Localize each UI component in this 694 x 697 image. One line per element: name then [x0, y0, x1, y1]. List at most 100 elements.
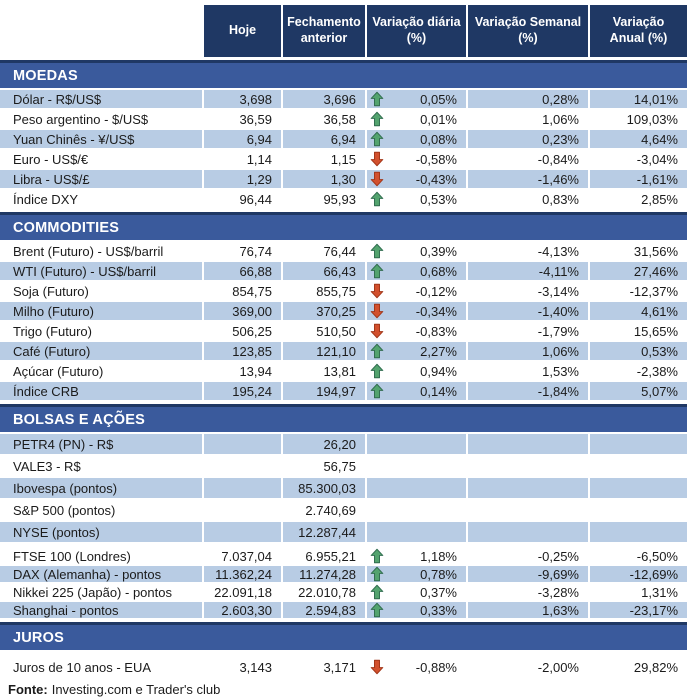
row-label-value: Índice CRB — [13, 383, 79, 399]
cell-variacao-semanal: -0,25% — [468, 548, 590, 564]
row-label: VALE3 - R$ — [0, 456, 204, 476]
table-row: Dólar - R$/US$ 3,698 3,696 0,05% 0,28% 14,01% — [0, 90, 687, 110]
cell-variacao-semanal-value: 0,23% — [542, 131, 579, 147]
arrow-up-icon — [370, 363, 384, 379]
cell-variacao-diaria-value: 2,27% — [420, 343, 457, 359]
cell-hoje — [204, 478, 283, 498]
cell-fechamento-anterior-value: 855,75 — [316, 283, 356, 299]
cell-variacao-semanal: 1,06% — [468, 342, 590, 360]
table-row: Juros de 10 anos - EUA 3,143 3,171 -0,88% -2… — [0, 658, 687, 678]
cell-hoje-value: 369,00 — [232, 303, 272, 319]
cell-variacao-anual-value: -6,50% — [636, 548, 678, 564]
cell-fechamento-anterior: 36,58 — [283, 110, 367, 128]
cell-variacao-semanal — [468, 500, 590, 520]
cell-hoje: 3,698 — [204, 90, 283, 108]
cell-fechamento-anterior: 194,97 — [283, 382, 367, 400]
table-row: WTI (Futuro) - US$/barril 66,88 66,43 0,68%… — [0, 262, 687, 282]
cell-fechamento-anterior-value: 1,30 — [330, 171, 356, 187]
cell-variacao-diaria: 0,94% — [367, 362, 468, 380]
cell-variacao-diaria-value: 0,01% — [420, 111, 457, 127]
row-label: PETR4 (PN) - R$ — [0, 434, 204, 454]
cell-variacao-anual-value: -3,04% — [636, 151, 678, 167]
cell-variacao-diaria: -0,83% — [367, 322, 468, 340]
cell-variacao-diaria: -0,43% — [367, 170, 468, 188]
cell-variacao-anual: -1,61% — [590, 170, 687, 188]
cell-variacao-anual: 109,03% — [590, 110, 687, 128]
row-label-value: Juros de 10 anos - EUA — [13, 659, 152, 675]
cell-variacao-anual: 0,53% — [590, 342, 687, 360]
cell-hoje — [204, 434, 283, 454]
cell-variacao-diaria-value: -0,83% — [415, 323, 457, 339]
cell-variacao-anual-value: -1,61% — [636, 171, 678, 187]
cell-variacao-semanal-value: -3,14% — [537, 283, 579, 299]
section-title: BOLSAS E AÇÕES — [13, 411, 145, 428]
row-label: Euro - US$/€ — [0, 150, 204, 168]
cell-variacao-anual: 4,64% — [590, 130, 687, 148]
cell-hoje-value: 96,44 — [239, 191, 272, 207]
cell-hoje-value: 66,88 — [239, 263, 272, 279]
cell-variacao-semanal-value: 1,53% — [542, 363, 579, 379]
cell-variacao-anual — [590, 434, 687, 454]
cell-hoje: 3,143 — [204, 658, 283, 676]
table-row: Libra - US$/£ 1,29 1,30 -0,43% -1,46% -1,61% — [0, 170, 687, 190]
row-label-value: WTI (Futuro) - US$/barril — [13, 263, 157, 279]
cell-variacao-diaria: 0,53% — [367, 190, 468, 208]
row-label: Ibovespa (pontos) — [0, 478, 204, 498]
cell-variacao-diaria — [367, 434, 468, 454]
table-row: Yuan Chinês - ¥/US$ 6,94 6,94 0,08% 0,23% 4,6… — [0, 130, 687, 150]
cell-fechamento-anterior-value: 510,50 — [316, 323, 356, 339]
cell-variacao-semanal: -1,40% — [468, 302, 590, 320]
arrow-down-icon — [370, 303, 384, 319]
cell-fechamento-anterior-value: 26,20 — [323, 436, 356, 452]
cell-fechamento-anterior: 56,75 — [283, 456, 367, 476]
cell-hoje-value: 22.091,18 — [214, 584, 272, 600]
cell-variacao-semanal-value: -4,13% — [537, 243, 579, 259]
cell-variacao-semanal: 0,83% — [468, 190, 590, 208]
cell-variacao-anual-value: -2,38% — [636, 363, 678, 379]
cell-hoje-value: 3,143 — [239, 659, 272, 675]
cell-hoje-value: 76,74 — [239, 243, 272, 259]
cell-variacao-diaria-value: -0,43% — [415, 171, 457, 187]
cell-fechamento-anterior: 12.287,44 — [283, 522, 367, 542]
cell-hoje: 11.362,24 — [204, 566, 283, 582]
cell-variacao-diaria — [367, 478, 468, 498]
cell-variacao-semanal-value: 0,28% — [542, 91, 579, 107]
cell-variacao-anual: -2,38% — [590, 362, 687, 380]
cell-fechamento-anterior: 11.274,28 — [283, 566, 367, 582]
cell-variacao-diaria-value: 0,14% — [420, 383, 457, 399]
cell-variacao-anual-value: 27,46% — [633, 263, 678, 279]
cell-fechamento-anterior: 22.010,78 — [283, 584, 367, 600]
row-label: Açúcar (Futuro) — [0, 362, 204, 380]
cell-fechamento-anterior-value: 6,94 — [330, 131, 356, 147]
row-label-value: Brent (Futuro) - US$/barril — [13, 243, 164, 259]
cell-variacao-semanal: 0,23% — [468, 130, 590, 148]
cell-fechamento-anterior-value: 13,81 — [323, 363, 356, 379]
cell-fechamento-anterior-value: 1,15 — [330, 151, 356, 167]
section-header-juros: JUROS — [0, 622, 687, 650]
cell-variacao-diaria-value: 0,33% — [420, 602, 457, 618]
cell-variacao-anual-value: 4,64% — [641, 131, 678, 147]
cell-variacao-diaria-value: -0,12% — [415, 283, 457, 299]
table-row: Ibovespa (pontos) 85.300,03 — [0, 478, 687, 500]
cell-variacao-semanal: -4,11% — [468, 262, 590, 280]
cell-variacao-anual: -3,04% — [590, 150, 687, 168]
cell-variacao-diaria-value: 0,37% — [420, 584, 457, 600]
cell-variacao-semanal-value: -1,46% — [537, 171, 579, 187]
arrow-down-icon — [370, 151, 384, 167]
row-label-value: Dólar - R$/US$ — [13, 91, 102, 107]
cell-variacao-anual-value: 4,61% — [641, 303, 678, 319]
cell-hoje: 96,44 — [204, 190, 283, 208]
cell-variacao-semanal-value: -2,00% — [537, 659, 579, 675]
row-label: Brent (Futuro) - US$/barril — [0, 242, 204, 260]
table-row: NYSE (pontos) 12.287,44 — [0, 522, 687, 544]
cell-hoje-value: 1,29 — [246, 171, 272, 187]
cell-fechamento-anterior: 76,44 — [283, 242, 367, 260]
row-label-value: NYSE (pontos) — [13, 524, 100, 540]
cell-variacao-anual-value: -12,37% — [629, 283, 678, 299]
arrow-down-icon — [370, 659, 384, 675]
cell-variacao-semanal-value: 1,06% — [542, 343, 579, 359]
cell-hoje-value: 11.362,24 — [215, 566, 272, 582]
cell-variacao-anual-value: 2,85% — [641, 191, 678, 207]
cell-variacao-diaria: 0,01% — [367, 110, 468, 128]
